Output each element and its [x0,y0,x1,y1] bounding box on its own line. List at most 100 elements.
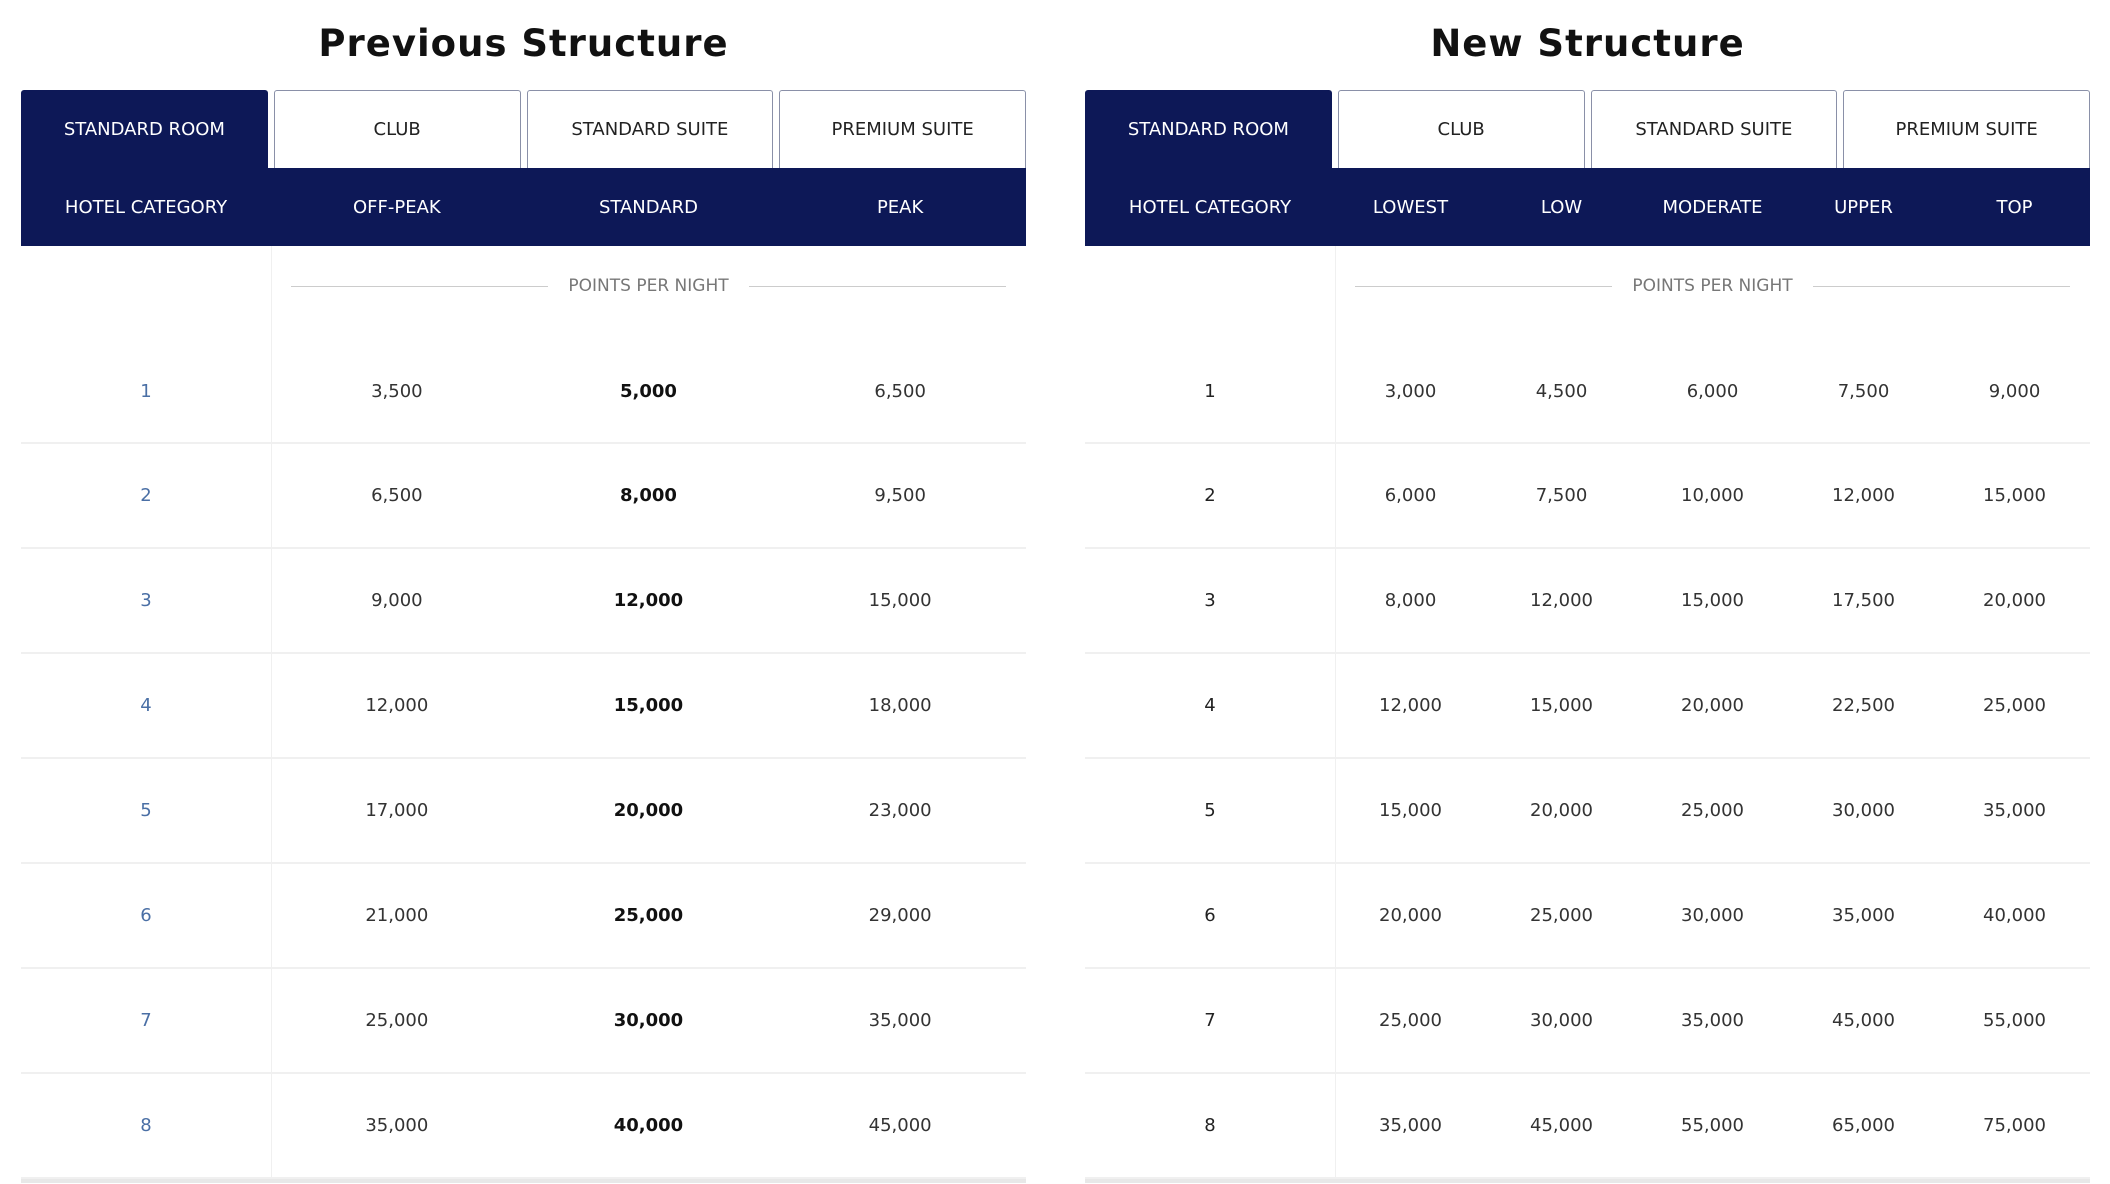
column-header-row: HOTEL CATEGORY OFF-PEAK STANDARD PEAK [21,168,1026,246]
table-row: 7 25,000 30,000 35,000 45,000 55,000 [1085,969,2090,1074]
table-row: 8 35,000 40,000 45,000 [21,1074,1026,1179]
table-row: 8 35,000 45,000 55,000 65,000 75,000 [1085,1074,2090,1179]
column-header: HOTEL CATEGORY [1128,196,1292,218]
table-bottom-border [1085,1179,2090,1183]
points-cell: 10,000 [1681,485,1744,506]
points-cell: 20,000 [1681,695,1744,716]
table-row: 2 6,000 7,500 10,000 12,000 15,000 [1085,444,2090,549]
points-cell: 20,000 [1379,905,1442,926]
points-cell: 35,000 [868,1010,932,1031]
points-cell: 25,000 [1681,800,1744,821]
column-divider [1335,246,1336,1179]
column-divider [271,246,272,1179]
tab-standard-room[interactable]: STANDARD ROOM [1085,90,1332,168]
points-cell: 7,500 [1837,380,1890,402]
hotel-category-cell[interactable]: 7 [140,1010,152,1031]
tab-club[interactable]: CLUB [1337,90,1585,168]
points-cell: 12,000 [365,695,429,716]
hotel-category-cell: 4 [1204,695,1216,716]
divider-line [748,285,1007,287]
points-per-night-label-row: POINTS PER NIGHT [1335,246,2090,326]
points-cell: 25,000 [1983,695,2046,716]
points-cell: 21,000 [365,905,429,926]
points-cell: 65,000 [1832,1115,1895,1136]
points-cell: 45,000 [1530,1115,1593,1136]
table-row: 3 9,000 12,000 15,000 [21,549,1026,654]
points-cell: 15,000 [613,695,684,716]
column-header: LOW [1540,196,1583,218]
points-cell: 29,000 [868,905,932,926]
hotel-category-cell[interactable]: 1 [140,380,152,402]
points-cell: 15,000 [1681,590,1744,611]
points-cell: 35,000 [365,1115,429,1136]
points-cell: 23,000 [868,800,932,821]
hotel-category-cell[interactable]: 6 [140,905,152,926]
points-cell: 35,000 [1681,1010,1744,1031]
points-cell: 35,000 [1983,800,2046,821]
table-row: 4 12,000 15,000 20,000 22,500 25,000 [1085,654,2090,759]
points-cell: 55,000 [1983,1010,2046,1031]
tab-standard-suite[interactable]: STANDARD SUITE [1590,90,1838,168]
tab-club[interactable]: CLUB [273,90,521,168]
column-header: HOTEL CATEGORY [64,196,228,218]
tab-premium-suite[interactable]: PREMIUM SUITE [779,90,1026,168]
points-cell: 30,000 [1832,800,1895,821]
points-cell: 25,000 [1530,905,1593,926]
points-cell: 15,000 [1983,485,2046,506]
points-cell: 30,000 [1681,905,1744,926]
points-cell: 30,000 [1530,1010,1593,1031]
points-cell: 7,500 [1535,485,1588,506]
hotel-category-cell[interactable]: 3 [140,590,152,611]
points-per-night-label: POINTS PER NIGHT [1632,276,1793,296]
points-cell: 25,000 [1379,1010,1442,1031]
points-cell: 55,000 [1681,1115,1744,1136]
points-cell: 3,000 [1384,380,1437,402]
divider-line [1355,285,1613,287]
points-cell: 3,500 [371,380,423,402]
table-title: Previous Structure [318,22,729,65]
points-cell: 6,500 [371,485,423,506]
points-cell: 9,000 [1988,380,2041,402]
points-cell: 18,000 [868,695,932,716]
hotel-category-cell: 5 [1204,800,1216,821]
column-header: MODERATE [1662,196,1763,218]
points-cell: 9,000 [371,590,423,611]
table-row: 1 3,000 4,500 6,000 7,500 9,000 [1085,246,2090,444]
points-cell: 20,000 [1530,800,1593,821]
points-cell: 45,000 [868,1115,932,1136]
points-cell: 35,000 [1832,905,1895,926]
hotel-category-cell: 7 [1204,1010,1216,1031]
points-cell: 15,000 [1530,695,1593,716]
points-cell: 9,500 [874,485,926,506]
points-cell: 12,000 [1379,695,1442,716]
previous-structure-panel: Previous Structure STANDARD ROOM CLUB STAND… [21,0,1026,1183]
table-row: 6 20,000 25,000 30,000 35,000 40,000 [1085,864,2090,969]
points-cell: 12,000 [1530,590,1593,611]
points-cell: 8,000 [620,485,677,506]
table-row: 2 6,500 8,000 9,500 [21,444,1026,549]
points-per-night-label: POINTS PER NIGHT [568,276,729,296]
hotel-category-cell[interactable]: 4 [140,695,152,716]
column-header: PEAK [876,196,924,218]
hotel-category-cell: 3 [1204,590,1216,611]
hotel-category-cell[interactable]: 8 [140,1115,152,1136]
table-title: New Structure [1430,22,1745,65]
tab-standard-room[interactable]: STANDARD ROOM [21,90,268,168]
table-bottom-border [21,1179,1026,1183]
table-row: 4 12,000 15,000 18,000 [21,654,1026,759]
points-cell: 35,000 [1379,1115,1442,1136]
table-row: 6 21,000 25,000 29,000 [21,864,1026,969]
hotel-category-cell: 8 [1204,1115,1216,1136]
hotel-category-cell[interactable]: 2 [140,485,152,506]
points-cell: 5,000 [620,380,677,402]
hotel-category-cell[interactable]: 5 [140,800,152,821]
table-row: 3 8,000 12,000 15,000 17,500 20,000 [1085,549,2090,654]
tab-standard-suite[interactable]: STANDARD SUITE [526,90,774,168]
column-header: LOWEST [1372,196,1449,218]
divider-line [1812,285,2071,287]
points-cell: 40,000 [613,1115,684,1136]
column-header-row: HOTEL CATEGORY LOWEST LOW MODERATE UPPER TOP [1085,168,2090,246]
tab-premium-suite[interactable]: PREMIUM SUITE [1843,90,2090,168]
points-cell: 17,500 [1832,590,1895,611]
table-row: 5 17,000 20,000 23,000 [21,759,1026,864]
